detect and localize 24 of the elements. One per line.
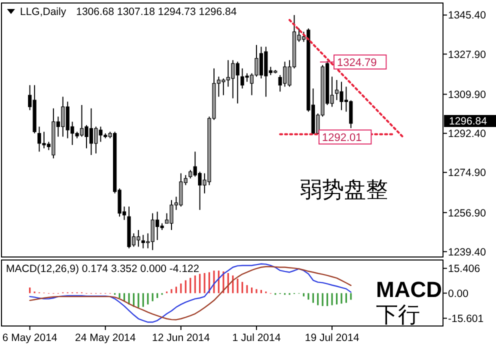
y-tick-label: 1309.90 [448,88,486,101]
x-tick-label: 24 May 2014 [75,332,136,344]
chart-title: LLG,Daily [20,6,66,18]
x-tick-label: 12 Jun 2014 [152,332,210,344]
chart-subtitle: 1306.68 1307.18 1294.73 1296.84 [76,6,237,18]
y-tick-label: 1345.40 [448,10,486,22]
chart-title: MACD(12,26,9) 0.174 3.352 0.000 -4.122 [6,263,200,275]
y-tick-label: 1292.40 [448,128,486,140]
y-tick-label: 1256.90 [448,207,486,220]
y-tick-label: 0.00 [448,288,469,300]
y-tick-label: 15.406 [448,263,480,276]
y-tick-label: 1274.90 [448,167,486,180]
y-tick-label: 1239.40 [448,246,486,258]
x-tick-label: 1 Jul 2014 [232,332,281,344]
annotation: MACD [376,277,442,302]
text: 1296.84 [449,116,488,128]
x-tick-label: 6 May 2014 [2,332,58,344]
y-tick-label: -15.601 [448,312,484,325]
annotation: 下行 [376,303,420,328]
annotation: 1324.79 [337,56,377,69]
annotation: 弱势盘整 [300,178,388,203]
y-tick-label: 1327.90 [448,48,486,61]
annotation: 1292.01 [322,132,362,144]
x-tick-label: 19 Jul 2014 [304,332,360,344]
